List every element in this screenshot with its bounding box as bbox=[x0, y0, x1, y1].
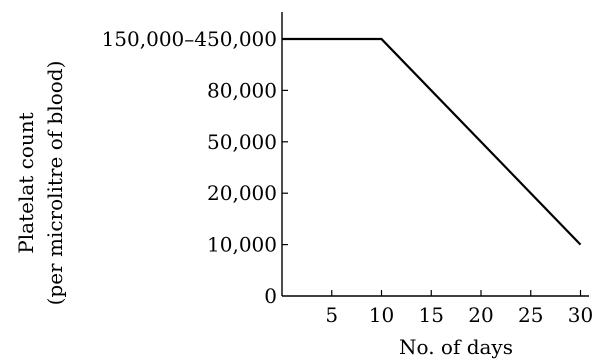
x-tick-label: 30 bbox=[568, 303, 593, 327]
y-tick-label: 50,000 bbox=[207, 130, 277, 154]
x-tick-label: 15 bbox=[419, 303, 444, 327]
x-axis-title: No. of days bbox=[399, 335, 513, 359]
y-tick-label: 0 bbox=[264, 284, 277, 308]
y-axis-title-line-1: Platelat count bbox=[14, 112, 38, 253]
y-tick-label: 80,000 bbox=[207, 78, 277, 102]
y-tick-label: 20,000 bbox=[207, 181, 277, 205]
y-axis-ticks: 0 10,000 20,000 50,000 80,000 150,000–450,000 bbox=[102, 27, 288, 308]
series-layer bbox=[282, 37, 582, 246]
y-axis-title-line-2: (per microlitre of blood) bbox=[43, 61, 67, 306]
x-axis-ticks: 5 10 15 20 25 30 bbox=[325, 290, 593, 327]
x-tick-label: 10 bbox=[369, 303, 394, 327]
x-tick-label: 25 bbox=[518, 303, 543, 327]
y-axis-title: Platelat count (per microlitre of blood) bbox=[14, 61, 67, 306]
x-tick-label: 5 bbox=[325, 303, 338, 327]
y-tick-label: 150,000–450,000 bbox=[102, 27, 277, 51]
y-tick-label: 10,000 bbox=[207, 233, 277, 257]
series-line bbox=[282, 37, 582, 246]
x-tick-label: 20 bbox=[468, 303, 493, 327]
